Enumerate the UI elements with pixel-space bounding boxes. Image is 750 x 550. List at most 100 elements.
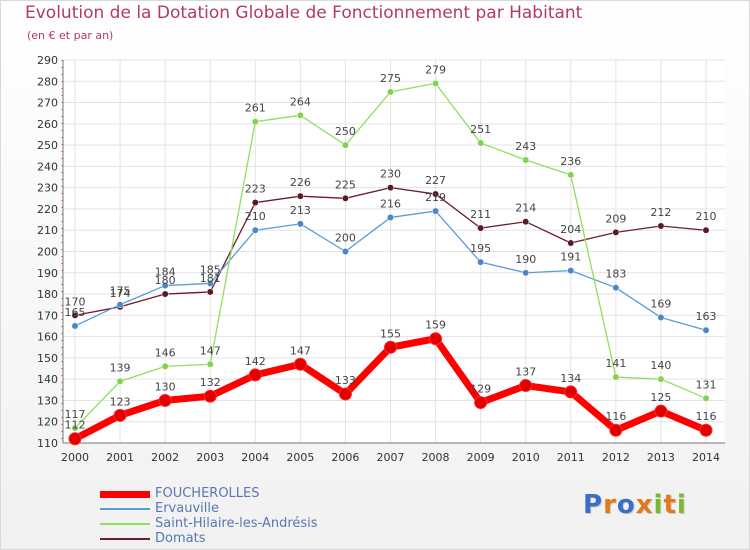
data-point (609, 423, 623, 437)
logo-letter: i (676, 490, 687, 520)
data-label: 236 (560, 155, 581, 168)
y-tick-label: 280 (37, 75, 58, 88)
data-point (203, 389, 217, 403)
data-point (251, 226, 259, 234)
data-label: 141 (605, 357, 626, 370)
x-tick-label: 2009 (467, 451, 495, 464)
y-tick-label: 230 (37, 182, 58, 195)
data-label: 264 (290, 95, 311, 108)
y-tick-label: 290 (37, 54, 58, 67)
data-point (657, 222, 665, 230)
data-point (567, 267, 575, 275)
data-point (657, 375, 665, 383)
data-point (251, 118, 259, 126)
y-tick-label: 190 (37, 267, 58, 280)
data-point (432, 79, 440, 87)
data-label: 133 (335, 374, 356, 387)
data-label: 155 (380, 327, 401, 340)
data-point (612, 284, 620, 292)
data-point (68, 432, 82, 446)
data-point (296, 220, 304, 228)
data-label: 165 (65, 306, 86, 319)
data-point (116, 377, 124, 385)
data-label: 230 (380, 168, 401, 181)
data-label: 132 (200, 376, 221, 389)
data-label: 117 (65, 408, 86, 421)
data-label: 140 (650, 359, 671, 372)
data-point (477, 139, 485, 147)
y-tick-label: 240 (37, 160, 58, 173)
logo-letter: i (653, 490, 664, 520)
data-label: 191 (560, 251, 581, 264)
y-tick-label: 160 (37, 331, 58, 344)
data-label: 227 (425, 174, 446, 187)
x-tick-label: 2008 (422, 451, 450, 464)
data-point (702, 226, 710, 234)
data-label: 112 (65, 419, 86, 432)
data-label: 129 (470, 383, 491, 396)
data-point (341, 141, 349, 149)
data-label: 210 (696, 210, 717, 223)
data-point (522, 156, 530, 164)
y-tick-label: 150 (37, 352, 58, 365)
data-label: 131 (696, 378, 717, 391)
x-tick-label: 2011 (557, 451, 585, 464)
legend-label: FOUCHEROLLES (155, 486, 260, 501)
x-tick-label: 2004 (241, 451, 269, 464)
x-tick-label: 2007 (377, 451, 405, 464)
data-label: 125 (650, 391, 671, 404)
data-point (432, 207, 440, 215)
x-tick-label: 2002 (151, 451, 179, 464)
data-label: 183 (605, 268, 626, 281)
legend-swatch (100, 508, 150, 510)
data-point (477, 258, 485, 266)
legend-swatch (100, 523, 150, 525)
data-label: 169 (650, 297, 671, 310)
x-tick-label: 2003 (196, 451, 224, 464)
data-label: 159 (425, 319, 446, 332)
data-label: 225 (335, 178, 356, 191)
data-label: 142 (245, 355, 266, 368)
x-tick-label: 2014 (692, 451, 720, 464)
data-point (567, 171, 575, 179)
x-tick-label: 2010 (512, 451, 540, 464)
y-tick-label: 260 (37, 118, 58, 131)
data-point (387, 88, 394, 96)
data-label: 123 (110, 395, 131, 408)
data-label: 170 (65, 295, 86, 308)
data-label: 146 (155, 346, 176, 359)
data-point (296, 111, 304, 119)
data-label: 134 (560, 372, 581, 385)
data-point (161, 282, 169, 289)
data-label: 185 (200, 263, 221, 276)
data-label: 184 (155, 266, 176, 279)
data-point (432, 190, 440, 198)
series-saint-hilaire-les-andr-sis (71, 79, 710, 432)
data-point (384, 340, 397, 354)
y-tick-label: 200 (37, 246, 58, 259)
data-label: 181 (200, 272, 221, 285)
data-label: 251 (470, 123, 491, 136)
x-tick-label: 2000 (61, 451, 89, 464)
data-point (293, 357, 307, 371)
data-point (71, 424, 79, 432)
data-label: 223 (245, 183, 266, 196)
line-chart: 110 120 130 140 150 160 170 180 190 200 210 220 230 2… (37, 54, 725, 464)
series-ervauville (71, 207, 710, 334)
logo-letter: P (583, 490, 604, 520)
data-point (206, 279, 214, 287)
legend-label: Saint-Hilaire-les-Andrésis (155, 516, 318, 531)
data-label: 137 (515, 366, 536, 379)
data-point (248, 368, 262, 382)
data-point (474, 396, 488, 410)
grid (63, 59, 725, 444)
y-tick-label: 250 (37, 139, 58, 152)
data-point (158, 393, 172, 407)
logo-letter: t (663, 490, 677, 520)
legend-label: Ervauville (155, 501, 219, 516)
data-labels: 170 174 180 181 223 226 225 230 227 211 214 204 209 2… (65, 63, 717, 431)
data-label: 275 (380, 72, 401, 85)
data-label: 200 (335, 232, 356, 245)
y-tick-label: 220 (37, 203, 58, 216)
data-label: 139 (110, 361, 131, 374)
